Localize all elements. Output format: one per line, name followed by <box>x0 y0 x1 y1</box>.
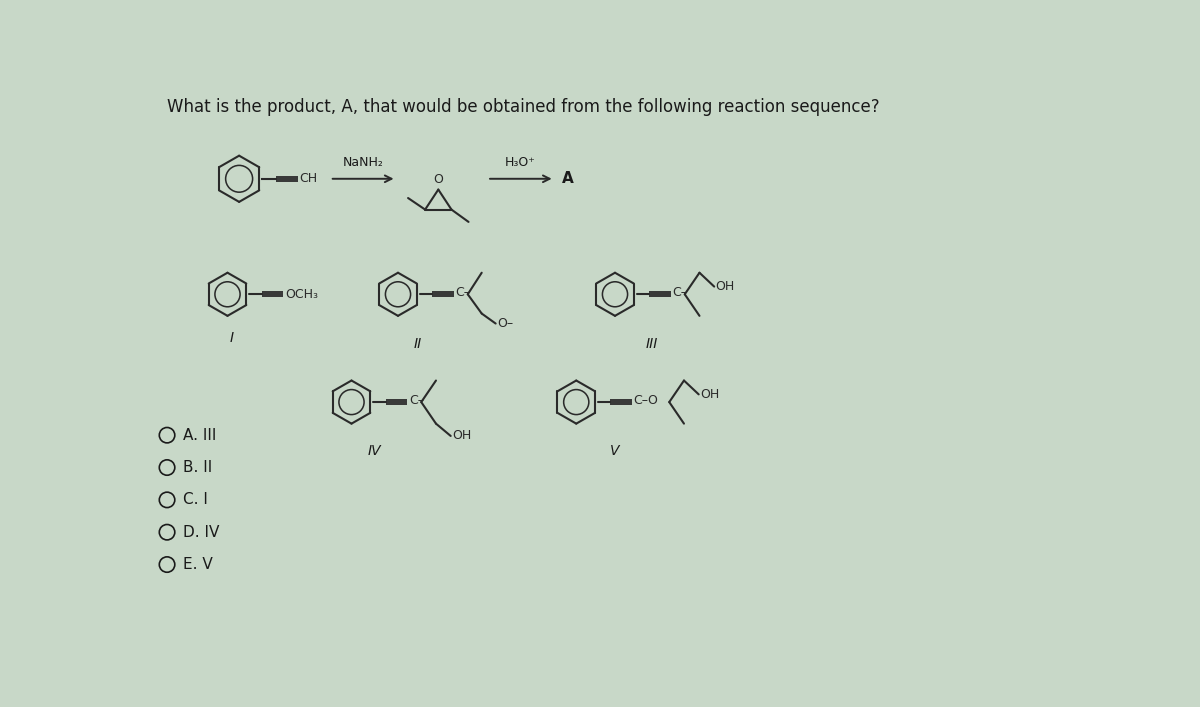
Text: What is the product, A, that would be obtained from the following reaction seque: What is the product, A, that would be ob… <box>167 98 880 116</box>
Text: I: I <box>229 332 234 345</box>
Text: OH: OH <box>452 429 472 443</box>
Text: IV: IV <box>368 445 382 458</box>
Text: III: III <box>646 337 659 351</box>
Text: C–: C– <box>672 286 688 299</box>
Text: C–: C– <box>455 286 470 299</box>
Text: A: A <box>563 171 574 186</box>
Text: OH: OH <box>715 280 734 293</box>
Text: V: V <box>611 445 619 458</box>
Text: OH: OH <box>701 388 720 401</box>
Text: O: O <box>433 173 443 187</box>
Text: E. V: E. V <box>182 557 212 572</box>
Text: D. IV: D. IV <box>182 525 218 539</box>
Text: A. III: A. III <box>182 428 216 443</box>
Text: OCH₃: OCH₃ <box>284 288 318 300</box>
Text: C–: C– <box>409 394 424 407</box>
Text: II: II <box>413 337 421 351</box>
Text: NaNH₂: NaNH₂ <box>343 156 384 169</box>
Text: C. I: C. I <box>182 492 208 508</box>
Text: H₃O⁺: H₃O⁺ <box>505 156 536 169</box>
Text: B. II: B. II <box>182 460 212 475</box>
Text: C–O: C–O <box>634 394 659 407</box>
Text: O–: O– <box>497 317 514 330</box>
Text: CH: CH <box>300 173 318 185</box>
